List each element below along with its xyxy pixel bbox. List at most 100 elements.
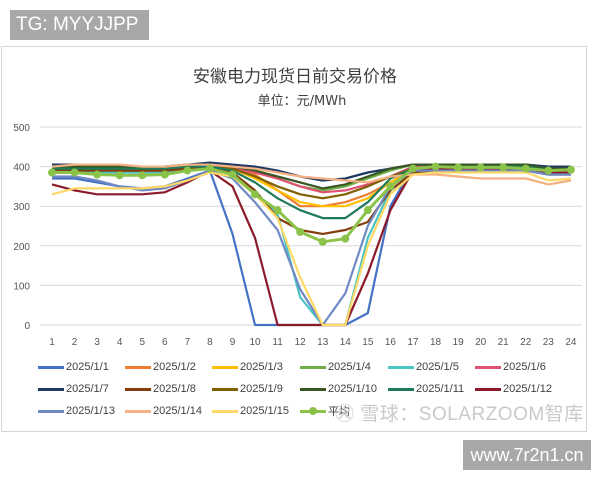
legend-label: 2025/1/7 — [66, 383, 109, 395]
legend-row: 2025/1/7 2025/1/8 2025/1/9 2025/1/10 2025/1/… — [38, 378, 598, 400]
x-tick-label: 13 — [317, 337, 329, 348]
series-line — [51, 171, 571, 327]
x-tick-label: 21 — [498, 337, 510, 348]
solarzoom-watermark: ㊋ 雪球：SOLARZOOM智库 — [335, 404, 584, 425]
legend-item: 2025/1/8 — [125, 378, 196, 400]
average-marker — [93, 170, 102, 179]
legend-item: 平均 — [300, 400, 350, 422]
legend-line-icon — [38, 365, 64, 369]
average-marker — [205, 164, 214, 173]
site-url-badge: www.7r2n1.cn — [463, 440, 591, 470]
legend-line-icon — [125, 365, 151, 369]
x-tick-label: 16 — [385, 337, 397, 348]
chart-subtitle: 单位：元/MWh — [257, 94, 347, 109]
x-tick-label: 23 — [543, 337, 555, 348]
legend-line-icon — [300, 365, 326, 369]
average-marker — [454, 163, 463, 172]
legend-label: 2025/1/11 — [416, 383, 465, 395]
series-line — [52, 169, 571, 327]
legend-label: 2025/1/12 — [503, 383, 552, 395]
legend-label: 2025/1/14 — [153, 405, 202, 417]
average-marker — [521, 164, 530, 173]
average-marker — [70, 168, 79, 177]
x-tick-label: 12 — [295, 337, 307, 348]
legend-line-icon — [125, 387, 151, 391]
x-tick-label: 14 — [340, 337, 352, 348]
chart-legend: 2025/1/1 2025/1/2 2025/1/3 2025/1/4 2025/1/5… — [38, 356, 598, 422]
legend-label: 2025/1/4 — [328, 361, 371, 373]
legend-line-icon — [475, 387, 501, 391]
legend-line-icon — [38, 387, 64, 391]
legend-row: 2025/1/13 2025/1/14 2025/1/15 平均 — [38, 400, 598, 422]
legend-label: 2025/1/8 — [153, 383, 196, 395]
y-tick-label: 500 — [13, 123, 30, 134]
legend-label: 2025/1/2 — [153, 361, 196, 373]
average-marker — [183, 166, 192, 175]
legend-label: 2025/1/3 — [240, 361, 283, 373]
legend-line-icon — [125, 409, 151, 413]
x-tick-label: 20 — [475, 337, 487, 348]
average-marker — [138, 171, 147, 180]
legend-label: 平均 — [328, 406, 350, 418]
x-tick-label: 24 — [565, 337, 577, 348]
legend-item: 2025/1/5 — [388, 356, 459, 378]
legend-item: 2025/1/2 — [125, 356, 196, 378]
x-tick-label: 1 — [49, 337, 55, 348]
legend-line-icon — [475, 365, 501, 369]
legend-line-icon — [212, 409, 238, 413]
y-tick-label: 300 — [13, 202, 30, 213]
legend-item: 2025/1/9 — [212, 378, 283, 400]
y-tick-label: 200 — [13, 242, 30, 253]
legend-row: 2025/1/1 2025/1/2 2025/1/3 2025/1/4 2025/1/5… — [38, 356, 598, 378]
average-marker — [160, 170, 169, 179]
average-marker — [408, 164, 417, 173]
legend-line-icon — [388, 387, 414, 391]
x-tick-label: 2 — [72, 337, 78, 348]
chart-container: 安徽电力现货日前交易价格 单位：元/MWh — [1, 46, 587, 432]
x-tick-label: 7 — [185, 337, 191, 348]
legend-item: 2025/1/13 — [38, 400, 115, 422]
average-marker — [363, 206, 372, 215]
x-tick-label: 9 — [230, 337, 236, 348]
x-tick-label: 18 — [430, 337, 442, 348]
y-tick-label: 100 — [13, 281, 30, 292]
average-marker — [431, 162, 440, 171]
legend-line-icon — [300, 406, 326, 415]
legend-item: 2025/1/1 — [38, 356, 109, 378]
x-tick-label: 4 — [117, 337, 123, 348]
average-marker — [318, 237, 327, 246]
x-tick-label: 6 — [162, 337, 168, 348]
series-line — [51, 163, 572, 186]
chart-title: 安徽电力现货日前交易价格 — [193, 67, 397, 87]
average-marker — [251, 190, 260, 199]
legend-item: 2025/1/7 — [38, 378, 109, 400]
legend-item: 2025/1/11 — [388, 378, 464, 400]
x-tick-label: 15 — [362, 337, 374, 348]
legend-line-icon — [300, 387, 326, 391]
legend-item: 2025/1/14 — [125, 400, 202, 422]
legend-line-icon — [38, 409, 64, 413]
legend-item: 2025/1/3 — [212, 356, 283, 378]
average-marker — [341, 234, 350, 243]
y-tick-label: 400 — [13, 163, 30, 174]
x-tick-label: 11 — [272, 337, 283, 348]
average-marker — [544, 166, 553, 175]
average-marker — [296, 227, 305, 236]
average-marker — [499, 163, 508, 172]
tg-watermark-badge: TG: MYYJJPP — [10, 10, 149, 40]
x-tick-label: 5 — [139, 337, 145, 348]
average-marker — [476, 163, 485, 172]
legend-item: 2025/1/15 — [212, 400, 289, 422]
legend-line-icon — [212, 365, 238, 369]
x-tick-label: 8 — [207, 337, 213, 348]
legend-item: 2025/1/12 — [475, 378, 552, 400]
average-marker — [273, 206, 282, 215]
legend-line-icon — [212, 387, 238, 391]
legend-label: 2025/1/10 — [328, 383, 377, 395]
legend-label: 2025/1/13 — [66, 405, 115, 417]
x-tick-label: 19 — [453, 337, 465, 348]
y-tick-label: 0 — [24, 321, 30, 332]
average-marker — [386, 182, 395, 191]
legend-item: 2025/1/10 — [300, 378, 377, 400]
